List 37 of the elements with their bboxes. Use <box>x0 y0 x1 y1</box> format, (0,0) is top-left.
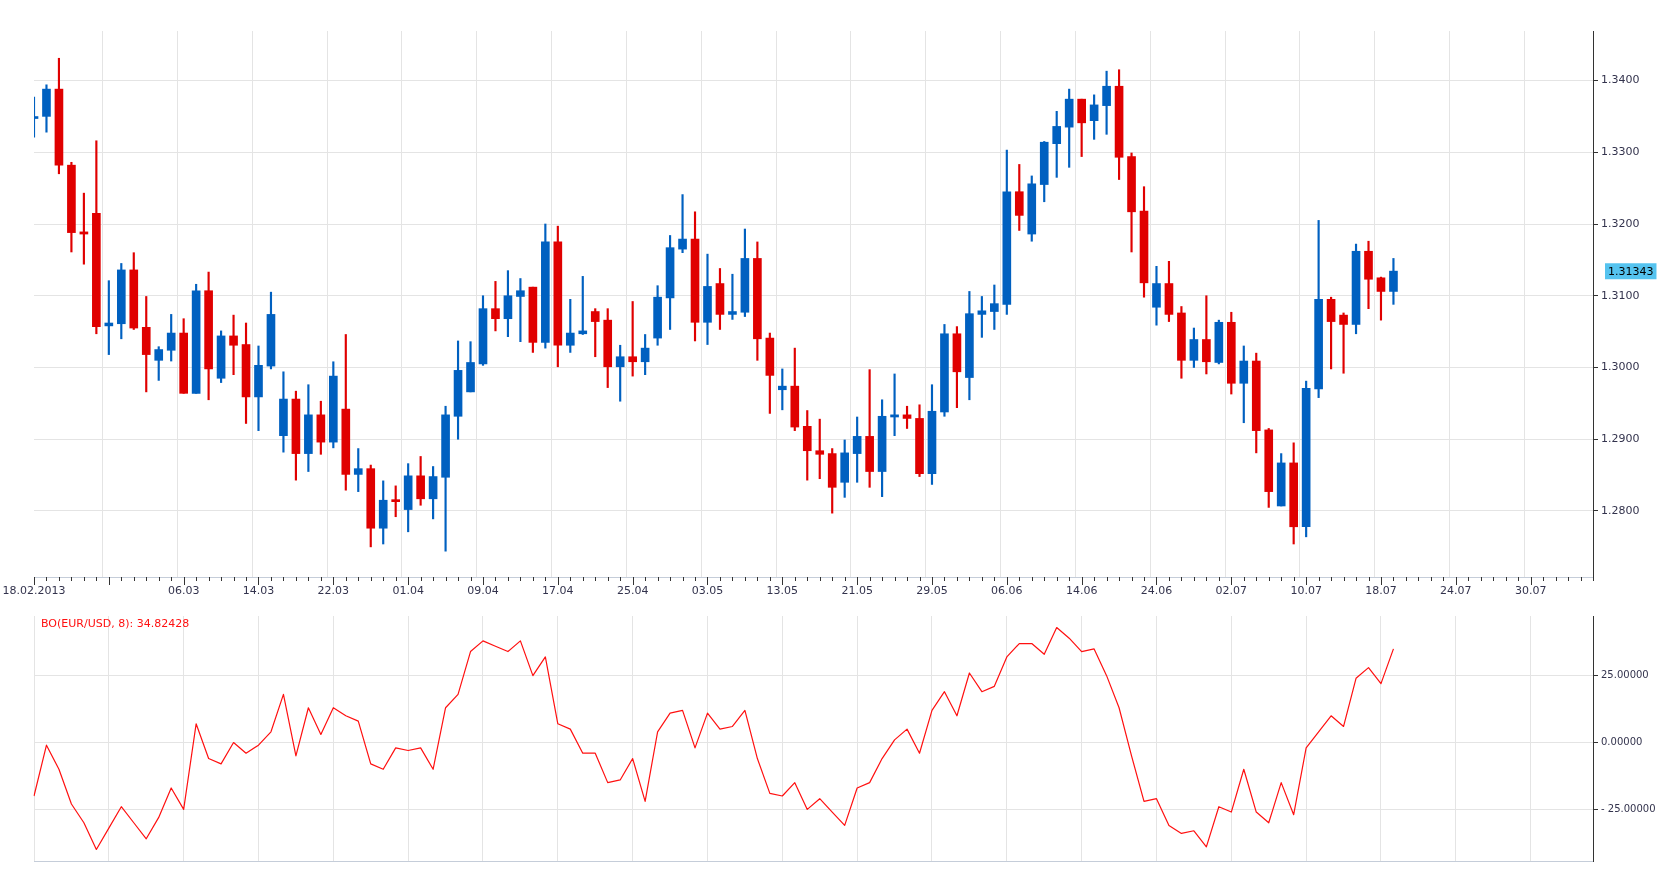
y-tick-label: - 25.00000 <box>1601 802 1656 814</box>
y-tick-label: 1.2800 <box>1601 503 1640 517</box>
candlestick <box>678 194 687 254</box>
candlestick <box>491 281 500 332</box>
x-tick-label: 24.06 <box>1140 584 1173 598</box>
text: 1.31343 <box>1608 265 1654 278</box>
x-tick-label: 24.07 <box>1440 584 1472 598</box>
x-tick-label: 18.07 <box>1365 584 1397 598</box>
x-tick-label: 22.03 <box>317 584 350 598</box>
y-tick-label: 1.2900 <box>1601 432 1640 446</box>
x-tick-label: 10.07 <box>1290 584 1322 598</box>
x-tick-label: 06.03 <box>167 584 200 598</box>
y-tick-label: 1.3100 <box>1601 288 1640 302</box>
x-tick-label: 06.06 <box>991 584 1023 598</box>
x-tick-label: 14.03 <box>242 584 275 598</box>
y-tick-label: 1.3200 <box>1601 216 1640 230</box>
x-tick-label: 25.04 <box>616 584 649 598</box>
x-tick-label: 02.07 <box>1215 584 1248 598</box>
y-tick-label: 1.3400 <box>1601 73 1640 87</box>
x-tick-label: 29.05 <box>916 584 948 598</box>
x-tick-label: 03.05 <box>691 584 724 598</box>
x-tick-label: 09.04 <box>467 584 499 598</box>
x-tick-label: 30.07 <box>1514 584 1547 598</box>
x-tick-label: 17.04 <box>542 584 574 598</box>
y-tick-label: 1.3000 <box>1601 360 1640 374</box>
x-tick-label: 13.05 <box>766 584 799 598</box>
y-tick-label: 0.00000 <box>1601 736 1643 748</box>
x-tick-label: 21.05 <box>841 584 873 598</box>
candlestick <box>728 273 737 320</box>
candlestick <box>1339 312 1348 374</box>
x-tick-label: 14.06 <box>1065 584 1098 598</box>
x-tick-label: 18.02.2013 <box>2 584 66 598</box>
x-tick-label: 01.04 <box>392 584 424 598</box>
y-tick-label: 25.00000 <box>1601 669 1649 681</box>
candlestick <box>229 314 238 375</box>
y-tick-label: 1.3300 <box>1601 145 1640 159</box>
chart-title: BO(EUR/USD, 8): 34.82428 <box>41 617 190 631</box>
